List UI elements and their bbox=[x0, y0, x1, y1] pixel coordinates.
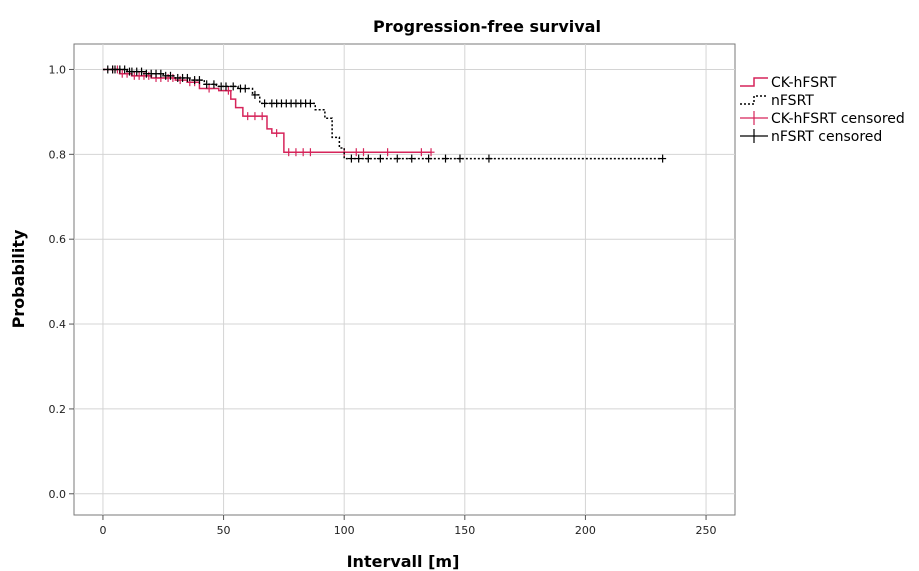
x-tick-label: 100 bbox=[334, 524, 355, 537]
nfsrt-censor-mark bbox=[222, 82, 230, 91]
ck-hfsrt-censor-mark bbox=[384, 148, 392, 157]
x-tick-label: 250 bbox=[696, 524, 717, 537]
nfsrt-censor-mark bbox=[241, 84, 249, 93]
nfsrt-censor-mark bbox=[364, 154, 372, 163]
x-tick-label: 200 bbox=[575, 524, 596, 537]
nfsrt-censor-mark bbox=[376, 154, 384, 163]
nfsrt-censor-mark bbox=[229, 82, 237, 91]
legend-label-nfsrt-censored: nFSRT censored bbox=[771, 129, 882, 145]
legend-label-nfsrt: nFSRT bbox=[771, 93, 814, 109]
legend-swatch-ck-hfsrt bbox=[740, 77, 768, 87]
legend-label-ck-hfsrt: CK-hFSRT bbox=[771, 75, 837, 91]
nfsrt-censor-mark bbox=[355, 154, 363, 163]
ck-hfsrt-censor-mark bbox=[251, 112, 259, 121]
legend-swatch-ck-hfsrt-censored bbox=[740, 111, 768, 125]
y-axis-label: Probability bbox=[9, 229, 28, 328]
y-tick-label: 0.2 bbox=[49, 403, 67, 416]
series-group bbox=[102, 65, 667, 163]
y-tick-label: 1.0 bbox=[49, 63, 67, 76]
nfsrt-censor-mark bbox=[442, 154, 450, 163]
y-axis-ticks: 0.0 0.2 0.4 0.6 0.8 1.0 bbox=[49, 63, 74, 501]
nfsrt-censor-mark bbox=[393, 154, 401, 163]
ck-hfsrt-censor-mark bbox=[273, 129, 281, 138]
x-tick-label: 150 bbox=[454, 524, 475, 537]
plot-area bbox=[73, 43, 736, 516]
nfsrt-censor-mark bbox=[261, 99, 269, 108]
ck-hfsrt-censor-mark bbox=[205, 84, 213, 93]
ck-hfsrt-censor-mark bbox=[359, 148, 367, 157]
ck-hfsrt-censor-mark bbox=[292, 148, 300, 157]
nfsrt-censor-mark bbox=[485, 154, 493, 163]
nfsrt-censor-mark bbox=[138, 67, 146, 76]
y-tick-label: 0.0 bbox=[49, 488, 67, 501]
nfsrt-censor-mark bbox=[166, 71, 174, 80]
legend-swatch-nfsrt-censored bbox=[740, 129, 768, 143]
ck-hfsrt-censor-mark bbox=[417, 148, 425, 157]
nfsrt-censor-mark bbox=[659, 154, 667, 163]
x-tick-label: 0 bbox=[99, 524, 106, 537]
nfsrt-censor-mark bbox=[408, 154, 416, 163]
nfsrt-censor-mark bbox=[195, 76, 203, 85]
ck-hfsrt-censor-mark bbox=[224, 86, 232, 95]
ck-hfsrt-censor-mark bbox=[258, 112, 266, 121]
nfsrt-censor-mark bbox=[347, 154, 355, 163]
nfsrt-censor-mark bbox=[203, 80, 211, 89]
nfsrt-censor-mark bbox=[251, 90, 259, 99]
y-tick-label: 0.8 bbox=[49, 148, 67, 161]
x-tick-label: 50 bbox=[217, 524, 231, 537]
nfsrt-censor-mark bbox=[425, 154, 433, 163]
nfsrt-censor-mark bbox=[121, 65, 129, 74]
nfsrt-censor-mark bbox=[157, 69, 165, 78]
nfsrt-censor-mark bbox=[456, 154, 464, 163]
nfsrt-censor-mark bbox=[306, 99, 314, 108]
nfsrt-censor-mark bbox=[210, 80, 218, 89]
legend: CK-hFSRT nFSRT CK-hFSRT censored nFSRT cens… bbox=[740, 75, 905, 145]
chart-title: Progression-free survival bbox=[373, 17, 601, 36]
ck-hfsrt-censor-mark bbox=[352, 148, 360, 157]
y-tick-label: 0.4 bbox=[49, 318, 67, 331]
x-axis-label: Intervall [m] bbox=[347, 552, 460, 571]
x-axis-ticks: 0 50 100 150 200 250 bbox=[99, 515, 717, 537]
ck-hfsrt-censor-mark bbox=[299, 148, 307, 157]
y-tick-label: 0.6 bbox=[49, 233, 67, 246]
ck-hfsrt-censor-mark bbox=[244, 112, 252, 121]
nfsrt-censor-mark bbox=[183, 73, 191, 82]
ck-hfsrt-censor-mark bbox=[285, 148, 293, 157]
gridlines bbox=[74, 44, 735, 515]
ck-hfsrt-censor-mark bbox=[427, 148, 435, 157]
ck-hfsrt-censor-mark bbox=[306, 148, 314, 157]
legend-swatch-nfsrt bbox=[740, 95, 768, 105]
legend-label-ck-hfsrt-censored: CK-hFSRT censored bbox=[771, 111, 905, 127]
